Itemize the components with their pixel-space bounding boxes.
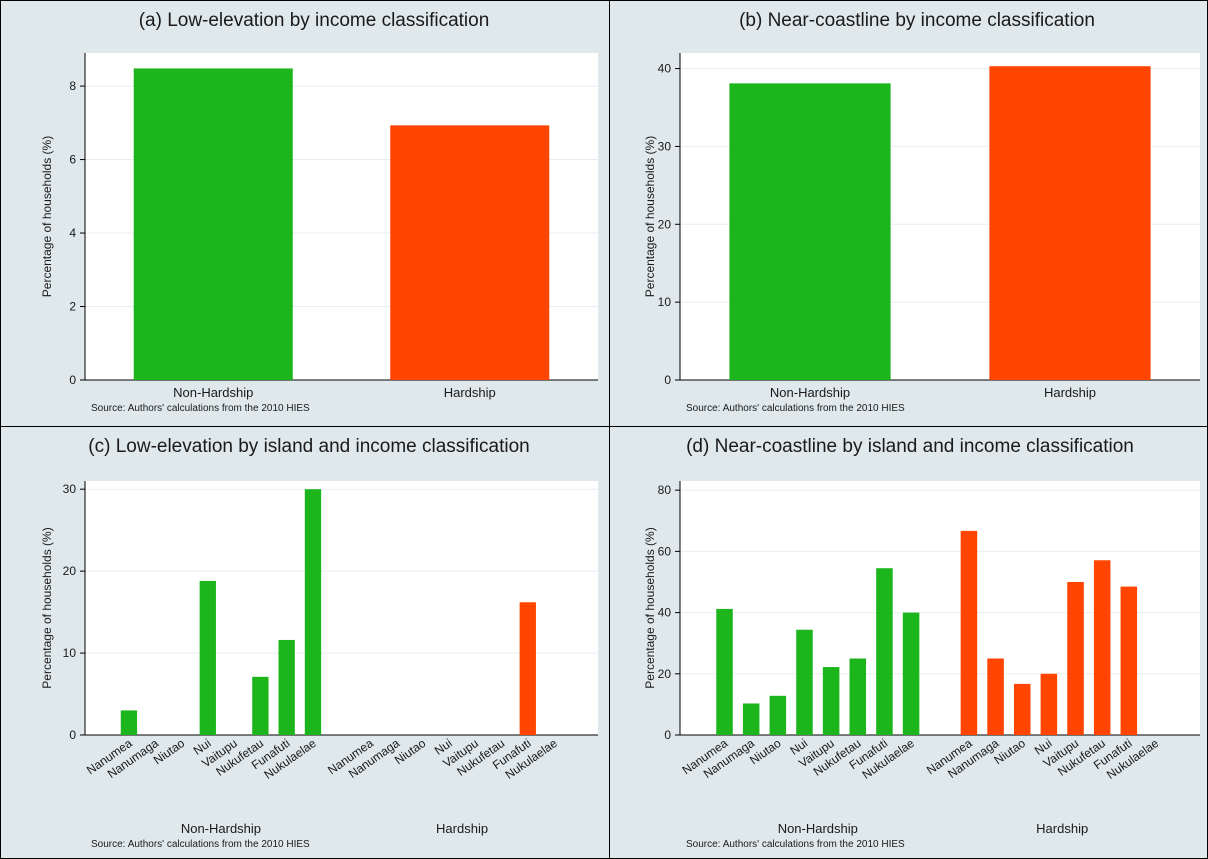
x-category-label: Hardship	[1044, 385, 1096, 400]
chart-title: (b) Near-coastline by income classificat…	[739, 10, 1095, 31]
chart-a: (a) Low-elevation by income classificati…	[40, 10, 598, 414]
y-tick-label: 80	[658, 483, 672, 497]
y-tick-label: 0	[69, 728, 76, 742]
bar	[729, 83, 891, 380]
bar	[252, 676, 269, 735]
source-note: Source: Authors' calculations from the 2…	[91, 839, 310, 850]
x-category-label: Non-Hardship	[173, 385, 253, 400]
plot-area	[680, 481, 1200, 735]
x-tick-label: Niutao	[747, 736, 784, 768]
x-tick-label: Niutao	[151, 736, 188, 768]
plot-area	[85, 481, 598, 735]
y-tick-label: 20	[658, 217, 672, 231]
y-tick-label: 8	[69, 79, 76, 93]
source-note: Source: Authors' calculations from the 2…	[91, 403, 310, 414]
y-tick-label: 4	[69, 226, 76, 240]
y-axis-label: Percentage of households (%)	[40, 527, 54, 688]
bar	[742, 703, 760, 735]
bar	[199, 580, 216, 735]
bar	[278, 639, 295, 735]
bar	[1093, 560, 1111, 735]
bar	[1040, 673, 1058, 735]
bar	[769, 695, 787, 735]
y-tick-label: 30	[63, 482, 77, 496]
chart-b: (b) Near-coastline by income classificat…	[643, 10, 1200, 414]
panel-d: (d) Near-coastline by island and income …	[609, 426, 1208, 859]
y-tick-label: 0	[664, 728, 671, 742]
bar	[519, 602, 536, 735]
y-tick-label: 6	[69, 153, 76, 167]
y-tick-label: 0	[69, 373, 76, 387]
panel-b: (b) Near-coastline by income classificat…	[609, 0, 1208, 427]
bar	[1067, 581, 1084, 735]
bar	[960, 530, 978, 735]
x-category-label: Hardship	[444, 385, 496, 400]
source-note: Source: Authors' calculations from the 2…	[686, 403, 905, 414]
y-tick-label: 60	[658, 544, 672, 558]
chart-c: (c) Low-elevation by island and income c…	[40, 436, 598, 850]
bar	[849, 658, 867, 735]
bar	[716, 608, 733, 735]
panel-c: (c) Low-elevation by island and income c…	[0, 426, 610, 859]
y-tick-label: 0	[664, 373, 671, 387]
group-label: Hardship	[436, 821, 488, 836]
y-tick-label: 2	[69, 300, 76, 314]
panel-a: (a) Low-elevation by income classificati…	[0, 0, 610, 427]
bar	[876, 568, 893, 735]
y-axis-label: Percentage of households (%)	[643, 527, 657, 688]
bar	[133, 68, 293, 380]
x-tick-label: Niutao	[392, 736, 429, 768]
bar	[1013, 683, 1031, 735]
y-tick-label: 20	[658, 667, 672, 681]
y-tick-label: 20	[63, 564, 77, 578]
y-tick-label: 30	[658, 139, 672, 153]
bar	[796, 629, 813, 735]
bar	[304, 489, 322, 735]
chart-title: (a) Low-elevation by income classificati…	[139, 10, 490, 31]
bar	[902, 612, 920, 735]
chart-title: (d) Near-coastline by island and income …	[686, 436, 1134, 457]
x-category-label: Non-Hardship	[770, 385, 850, 400]
group-label: Hardship	[1036, 821, 1088, 836]
y-axis-label: Percentage of households (%)	[643, 136, 657, 297]
bar	[987, 658, 1004, 735]
y-tick-label: 40	[658, 62, 672, 76]
bar	[390, 125, 550, 381]
y-tick-label: 10	[63, 646, 77, 660]
bar	[822, 667, 840, 735]
chart-title: (c) Low-elevation by island and income c…	[88, 436, 529, 457]
x-tick-label: Niutao	[992, 736, 1029, 768]
bar	[989, 66, 1151, 380]
chart-d: (d) Near-coastline by island and income …	[643, 436, 1200, 850]
group-label: Non-Hardship	[778, 821, 858, 836]
y-axis-label: Percentage of households (%)	[40, 136, 54, 297]
source-note: Source: Authors' calculations from the 2…	[686, 839, 905, 850]
bar	[120, 710, 138, 735]
bar	[1120, 586, 1138, 735]
y-tick-label: 10	[658, 295, 672, 309]
group-label: Non-Hardship	[181, 821, 261, 836]
y-tick-label: 40	[658, 606, 672, 620]
